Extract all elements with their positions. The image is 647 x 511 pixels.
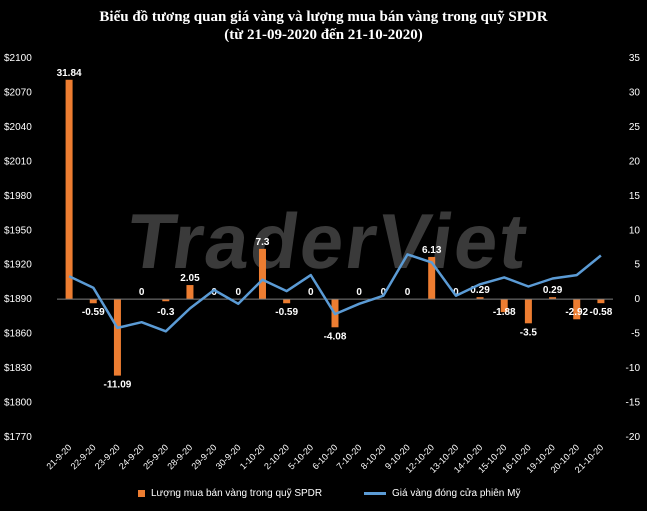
legend-item-line: Giá vàng đóng cửa phiên Mỹ xyxy=(364,488,520,499)
legend-item-bars: Lượng mua bán vàng trong quỹ SPDR xyxy=(138,488,322,499)
bar-data-label: -0.58 xyxy=(590,307,613,318)
bar-data-label: -0.59 xyxy=(275,307,298,318)
bar-data-label: 0 xyxy=(308,287,314,298)
right-axis-ticks: -20 -15 -10 -5 0 5 10 15 20 25 30 35 xyxy=(626,53,641,443)
legend-label-line: Giá vàng đóng cửa phiên Mỹ xyxy=(392,488,521,499)
bar-data-label: 0 xyxy=(211,287,217,298)
right-axis-tick-label: 20 xyxy=(629,156,641,167)
bar-data-label: 0 xyxy=(356,287,362,298)
x-axis-tick-label: 28-9-20 xyxy=(165,442,194,471)
chart-title-line1: Biểu đồ tương quan giá vàng và lượng mua… xyxy=(99,9,548,25)
left-axis-tick-label: $1920 xyxy=(4,260,32,271)
x-axis-tick-label: 1-10-20 xyxy=(238,442,267,471)
left-axis-tick-label: $1800 xyxy=(4,398,32,409)
left-axis-tick-label: $2010 xyxy=(4,156,32,167)
bar-data-label: -11.09 xyxy=(104,380,132,391)
price-line xyxy=(68,253,602,333)
left-axis-tick-label: $2070 xyxy=(4,87,32,98)
bar-data-label: 0 xyxy=(139,287,145,298)
left-axis-tick-label: $1950 xyxy=(4,225,32,236)
bar-data-label: 0.29 xyxy=(543,285,563,296)
x-axis-tick-label: 24-9-20 xyxy=(117,442,146,471)
right-axis-tick-label: 15 xyxy=(629,191,641,202)
left-axis-tick-label: $1890 xyxy=(4,294,32,305)
bar-data-label: 31.84 xyxy=(57,68,82,79)
bar xyxy=(258,248,266,300)
right-axis-tick-label: -5 xyxy=(631,329,640,340)
bar-data-label: -1.88 xyxy=(493,307,516,318)
x-axis-labels: 21-9-2022-9-2023-9-2024-9-2025-9-2028-9-… xyxy=(44,442,605,475)
bar-data-label: -3.5 xyxy=(520,327,538,338)
right-axis-tick-label: 10 xyxy=(629,225,641,236)
left-axis-tick-label: $1980 xyxy=(4,191,32,202)
x-axis-tick-label: 23-9-20 xyxy=(93,442,122,471)
bar xyxy=(500,299,508,313)
bar-data-label: -0.59 xyxy=(82,307,105,318)
left-axis-tick-label: $2040 xyxy=(4,122,32,133)
legend-label-bars: Lượng mua bán vàng trong quỹ SPDR xyxy=(151,488,323,499)
left-axis-tick-label: $1770 xyxy=(4,432,32,443)
bar xyxy=(186,285,194,300)
right-axis-tick-label: 30 xyxy=(629,87,641,98)
bar-data-label: 7.3 xyxy=(256,237,270,248)
bar-data-label: 0 xyxy=(381,287,387,298)
right-axis-tick-label: -15 xyxy=(626,398,641,409)
legend-swatch-line xyxy=(364,492,386,495)
left-axis-tick-label: $1860 xyxy=(4,329,32,340)
right-axis-tick-label: -10 xyxy=(626,363,641,374)
x-axis-tick-label: 25-9-20 xyxy=(141,442,170,471)
chart-title-line2: (từ 21-09-2020 đến 21-10-2020) xyxy=(224,27,423,43)
bar xyxy=(89,299,97,304)
x-axis-tick-label: 8-10-20 xyxy=(359,442,388,471)
x-axis-tick-label: 30-9-20 xyxy=(214,442,243,471)
left-axis-tick-label: $2100 xyxy=(4,53,32,64)
x-axis-tick-label: 2-10-20 xyxy=(262,442,291,471)
bar xyxy=(65,79,73,300)
left-axis-ticks: $1770 $1800 $1830 $1860 $1890 $1920 $1950 $1980… xyxy=(4,53,32,443)
x-axis-tick-label: 29-9-20 xyxy=(190,442,219,471)
bar-data-label: 0 xyxy=(405,287,411,298)
bar-data-label: -0.3 xyxy=(157,307,175,318)
x-axis-tick-label: 21-9-20 xyxy=(44,442,73,471)
bar xyxy=(597,299,605,304)
bar-data-label: 0 xyxy=(236,287,242,298)
bar xyxy=(524,299,532,324)
right-axis-tick-label: -20 xyxy=(626,432,641,443)
bar xyxy=(162,299,170,302)
bar-data-label: 6.13 xyxy=(422,245,442,256)
right-axis-tick-label: 25 xyxy=(629,122,641,133)
right-axis-tick-label: 5 xyxy=(634,260,640,271)
bar xyxy=(549,297,557,300)
legend-swatch-bars xyxy=(138,490,145,497)
x-axis-tick-label: 22-9-20 xyxy=(69,442,98,471)
bar xyxy=(476,297,484,300)
right-axis-tick-label: 35 xyxy=(629,53,641,64)
bar xyxy=(573,299,581,320)
chart-title: Biểu đồ tương quan giá vàng và lượng mua… xyxy=(0,8,647,44)
bar-data-label: -2.92 xyxy=(565,307,588,318)
bar-data-label: 0 xyxy=(453,287,459,298)
bar xyxy=(428,256,436,300)
bar-data-label: 0.29 xyxy=(470,285,490,296)
bar xyxy=(113,299,121,376)
x-axis-tick-label: 6-10-20 xyxy=(310,442,339,471)
legend: Lượng mua bán vàng trong quỹ SPDR Giá và… xyxy=(0,488,647,504)
bar-data-label: -4.08 xyxy=(324,331,347,342)
left-axis-tick-label: $1830 xyxy=(4,363,32,374)
right-axis-tick-label: 0 xyxy=(634,294,640,305)
bar xyxy=(283,299,291,304)
bar-data-label: 2.05 xyxy=(180,273,200,284)
bar-data-labels: 31.84 -0.59 -11.09 0 -0.3 2.05 0 0 7.3 -0.59 0 -4.0… xyxy=(57,68,613,391)
x-axis-tick-label: 7-10-20 xyxy=(335,442,364,471)
x-axis-tick-label: 5-10-20 xyxy=(286,442,315,471)
